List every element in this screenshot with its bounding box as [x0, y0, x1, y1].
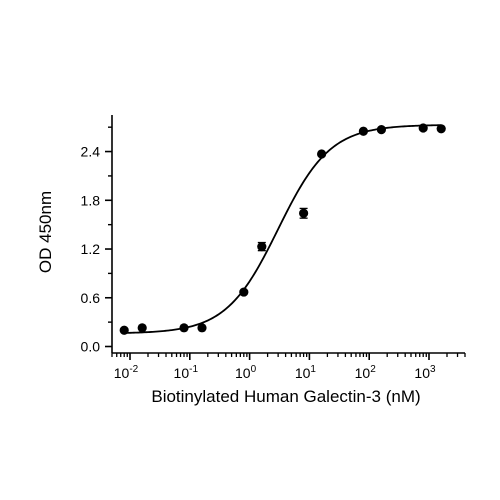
- x-tick-label-exponent: 2: [370, 364, 376, 375]
- x-tick-label: 102: [355, 364, 377, 381]
- x-tick-label: 103: [414, 364, 436, 381]
- y-axis: 0.0 0.6 1.2 1.8 2.4: [81, 115, 113, 355]
- data-point: [436, 124, 446, 134]
- data-point: [137, 323, 147, 333]
- data-point: [376, 125, 387, 135]
- fit-curve-layer: [124, 124, 442, 334]
- x-tick-label: 101: [295, 364, 317, 381]
- y-tick-label: 0.0: [81, 339, 101, 355]
- x-tick-label-base: 10: [414, 365, 430, 381]
- y-axis-title: OD 450nm: [36, 191, 55, 273]
- x-axis-title: Biotinylated Human Galectin-3 (nM): [151, 387, 420, 406]
- data-point: [358, 126, 369, 136]
- x-axis: 10-2 10-1 100 101 102 103: [111, 352, 466, 381]
- data-point: [418, 123, 428, 133]
- x-tick-label-exponent: 1: [310, 364, 316, 375]
- x-tick-label-base: 10: [114, 365, 130, 381]
- x-tick-label: 10-2: [114, 364, 139, 381]
- y-tick-label: 0.6: [81, 290, 101, 306]
- y-tick-label: 1.8: [81, 192, 101, 208]
- data-point: [197, 323, 207, 333]
- x-tick-label-base: 10: [174, 365, 190, 381]
- x-tick-label-exponent: -1: [189, 364, 198, 375]
- data-point: [119, 325, 129, 335]
- x-tick-label: 10-1: [174, 364, 199, 381]
- data-point: [257, 241, 267, 252]
- x-tick-label-base: 10: [355, 365, 371, 381]
- x-tick-label-base: 10: [295, 365, 311, 381]
- data-points-layer: [119, 123, 446, 335]
- x-tick-label-exponent: 3: [430, 364, 436, 375]
- y-tick-label: 1.2: [81, 241, 101, 257]
- data-point: [317, 149, 327, 159]
- y-tick-label: 2.4: [81, 144, 101, 160]
- data-point: [179, 323, 189, 333]
- x-tick-label-exponent: -2: [129, 364, 138, 375]
- x-tick-label-exponent: 0: [251, 364, 257, 375]
- data-point: [239, 287, 249, 297]
- data-point: [299, 208, 309, 218]
- x-tick-label: 100: [235, 364, 257, 381]
- x-tick-label-base: 10: [235, 365, 251, 381]
- fit-curve: [124, 124, 442, 334]
